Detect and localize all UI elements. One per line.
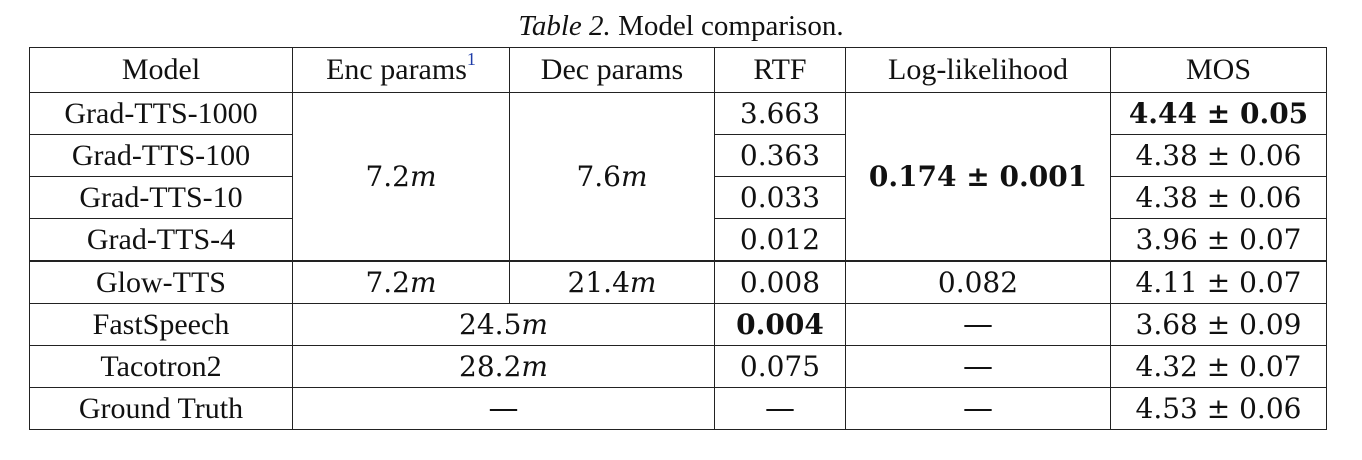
cell-loglik: — — [845, 303, 1111, 346]
cell-value: 7.6 — [576, 159, 621, 193]
cell-value: 7.2 — [365, 159, 410, 193]
cell-rtf: 0.363 — [714, 134, 846, 177]
cell-mos: 4.11 ± 0.07 — [1110, 260, 1327, 304]
caption-text: Model comparison. — [618, 10, 844, 42]
cell-rtf: 0.012 — [714, 218, 846, 262]
header-dec-params: Dec params — [509, 47, 715, 93]
table-row: Grad-TTS-100 0.363 4.38 ± 0.06 — [29, 134, 1327, 177]
cell-model: FastSpeech — [29, 303, 293, 346]
cell-unit: m — [620, 159, 648, 193]
cell-rtf: 0.008 — [714, 260, 846, 304]
cell-total-params: 28.2m — [292, 345, 715, 388]
cell-loglik: 0.082 — [845, 260, 1111, 304]
header-rtf: RTF — [714, 47, 846, 93]
cell-dec-params: 21.4m — [509, 260, 715, 304]
cell-value: 7.2 — [365, 265, 410, 299]
cell-gradtts-enc-params: 7.2m — [292, 92, 510, 262]
header-loglik: Log-likelihood — [845, 47, 1111, 93]
cell-value: 24.5 — [459, 307, 522, 341]
table-row: Ground Truth — — — 4.53 ± 0.06 — [29, 387, 1327, 430]
cell-loglik: — — [845, 387, 1111, 430]
cell-mos: 4.38 ± 0.06 — [1110, 134, 1327, 177]
cell-value: 21.4 — [567, 265, 630, 299]
cell-mos: 3.96 ± 0.07 — [1110, 218, 1327, 262]
footnote-marker: 1 — [466, 49, 476, 69]
table-row: Grad-TTS-10 0.033 4.38 ± 0.06 — [29, 176, 1327, 219]
cell-mos: 4.38 ± 0.06 — [1110, 176, 1327, 219]
table-row: Glow-TTS 7.2m 21.4m 0.008 0.082 4.11 ± 0… — [29, 260, 1327, 304]
cell-model: Tacotron2 — [29, 345, 293, 388]
cell-unit: m — [409, 265, 437, 299]
cell-rtf: 3.663 — [714, 92, 846, 135]
cell-loglik: — — [845, 345, 1111, 388]
header-enc-params-label: Enc params — [326, 53, 467, 86]
cell-total-params: 24.5m — [292, 303, 715, 346]
header-mos: MOS — [1110, 47, 1327, 93]
cell-model: Grad-TTS-10 — [29, 176, 293, 219]
cell-unit: m — [629, 265, 657, 299]
model-comparison-table: Model Enc params1 Dec params RTF Log-lik… — [29, 47, 1327, 430]
cell-gradtts-loglik: 0.174 ± 0.001 — [845, 92, 1111, 262]
table-caption: Table 2. Model comparison. — [0, 8, 1362, 44]
header-row: Model Enc params1 Dec params RTF Log-lik… — [29, 47, 1327, 93]
cell-rtf: 0.075 — [714, 345, 846, 388]
cell-model: Grad-TTS-100 — [29, 134, 293, 177]
table-row: FastSpeech 24.5m 0.004 — 3.68 ± 0.09 — [29, 303, 1327, 346]
cell-rtf: 0.033 — [714, 176, 846, 219]
cell-total-params: — — [292, 387, 715, 430]
cell-model: Ground Truth — [29, 387, 293, 430]
cell-unit: m — [521, 349, 548, 383]
table-row: Grad-TTS-1000 7.2m 7.6m 3.663 0.174 ± 0.… — [29, 92, 1327, 262]
cell-unit: m — [409, 159, 437, 193]
caption-label: Table 2. — [518, 10, 611, 42]
cell-model: Grad-TTS-4 — [29, 218, 293, 262]
cell-mos: 4.32 ± 0.07 — [1110, 345, 1327, 388]
cell-rtf: 0.004 — [714, 303, 846, 346]
cell-mos: 4.53 ± 0.06 — [1110, 387, 1327, 430]
cell-unit: m — [521, 307, 548, 341]
cell-model: Glow-TTS — [29, 260, 293, 304]
cell-enc-params: 7.2m — [292, 260, 510, 304]
cell-mos: 4.44 ± 0.05 — [1110, 92, 1327, 135]
cell-gradtts-dec-params: 7.6m — [509, 92, 715, 262]
header-model: Model — [29, 47, 293, 93]
cell-mos: 3.68 ± 0.09 — [1110, 303, 1327, 346]
cell-model: Grad-TTS-1000 — [29, 92, 293, 135]
header-enc-params: Enc params1 — [292, 47, 510, 93]
cell-rtf: — — [714, 387, 846, 430]
cell-value: 28.2 — [459, 349, 522, 383]
table-row: Tacotron2 28.2m 0.075 — 4.32 ± 0.07 — [29, 345, 1327, 388]
